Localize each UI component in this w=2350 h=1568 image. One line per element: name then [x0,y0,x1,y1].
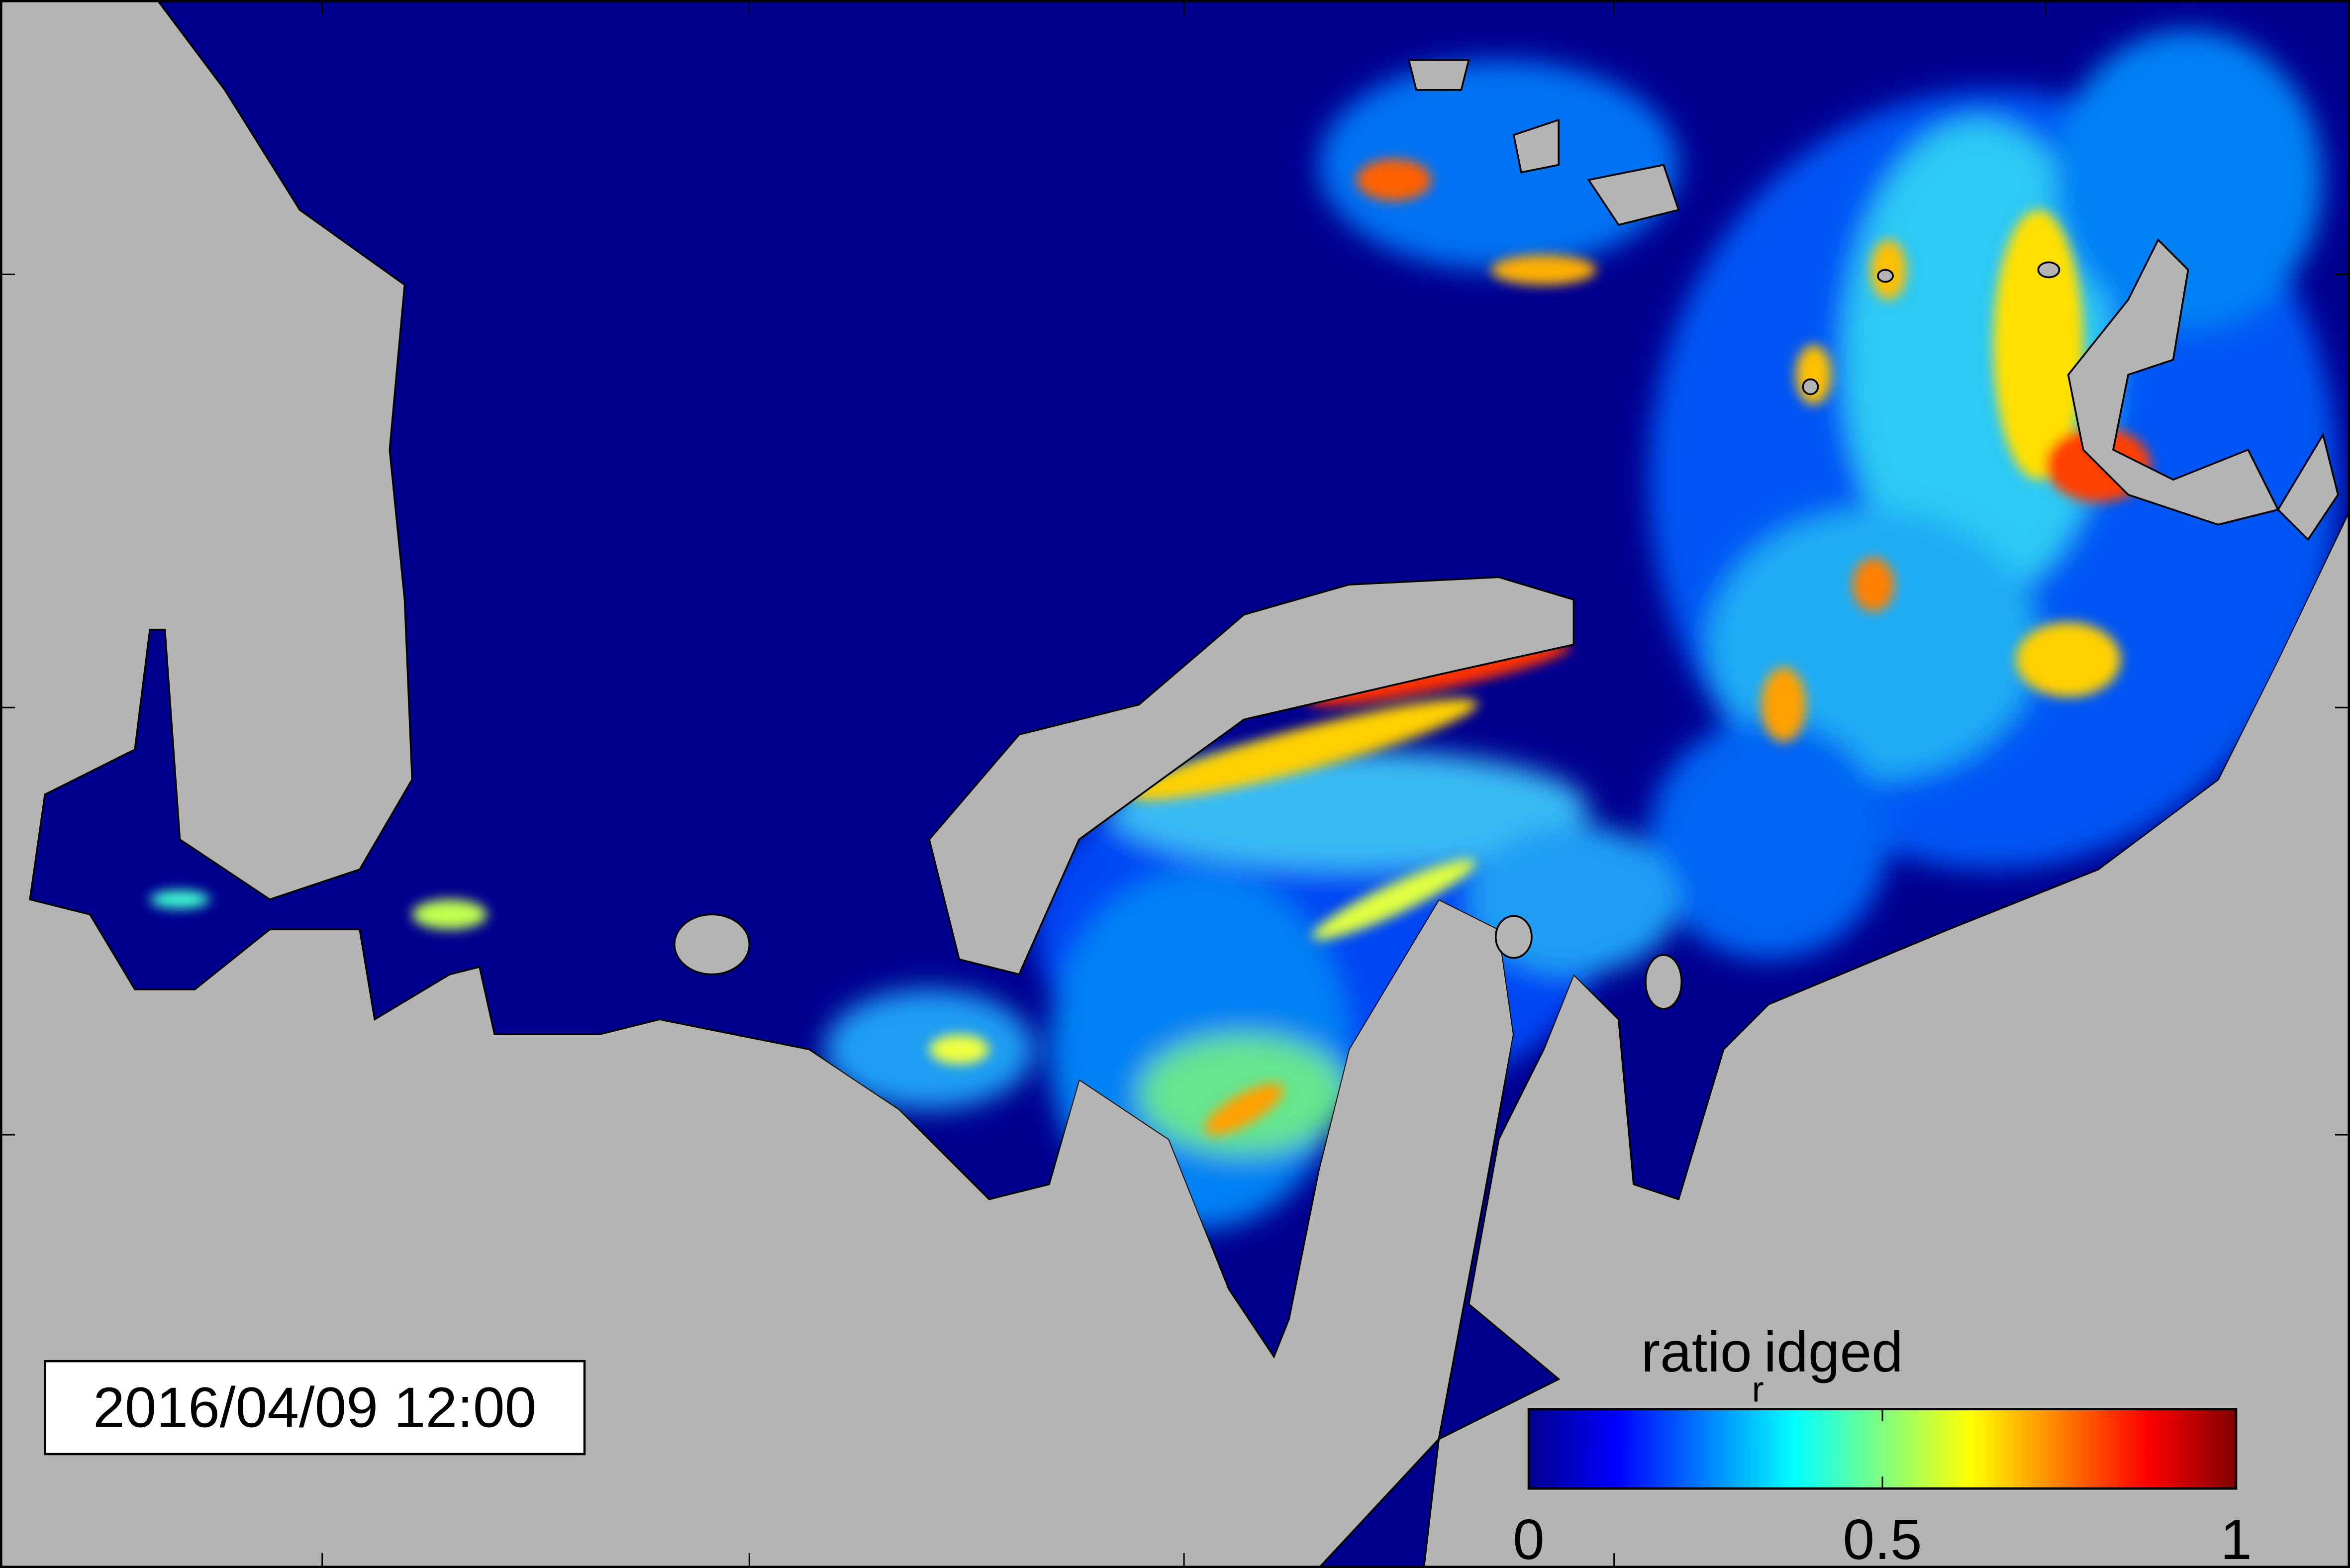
colorbar-tick-label: 1 [2220,1508,2252,1568]
colorbar [1527,1408,2238,1490]
island [2067,238,2280,526]
colorbar-title-main: ratio [1641,1320,1752,1384]
colorbar-title: ratioridged [1641,1320,1903,1409]
island [1407,59,1470,91]
island [1494,915,1533,959]
island [1877,269,1894,283]
island [1645,954,1683,1010]
ice-field [150,30,2338,1229]
timestamp-box [44,1360,586,1456]
island [1512,118,1560,174]
island [2277,432,2339,541]
land-masses [673,59,2339,1010]
colorbar-tick-label: 0.5 [1843,1508,1922,1568]
colorbar-title-rest: idged [1764,1320,1903,1384]
island [1587,164,1680,226]
island [2037,261,2060,279]
colorbar-tick-label: 0 [1513,1508,1545,1568]
island [673,913,751,976]
colorbar-title-subscript: r [1752,1370,1764,1410]
island [1802,378,1819,395]
timestamp: 2016/04/09 12:00 [93,1376,536,1440]
peninsula [928,576,1575,976]
